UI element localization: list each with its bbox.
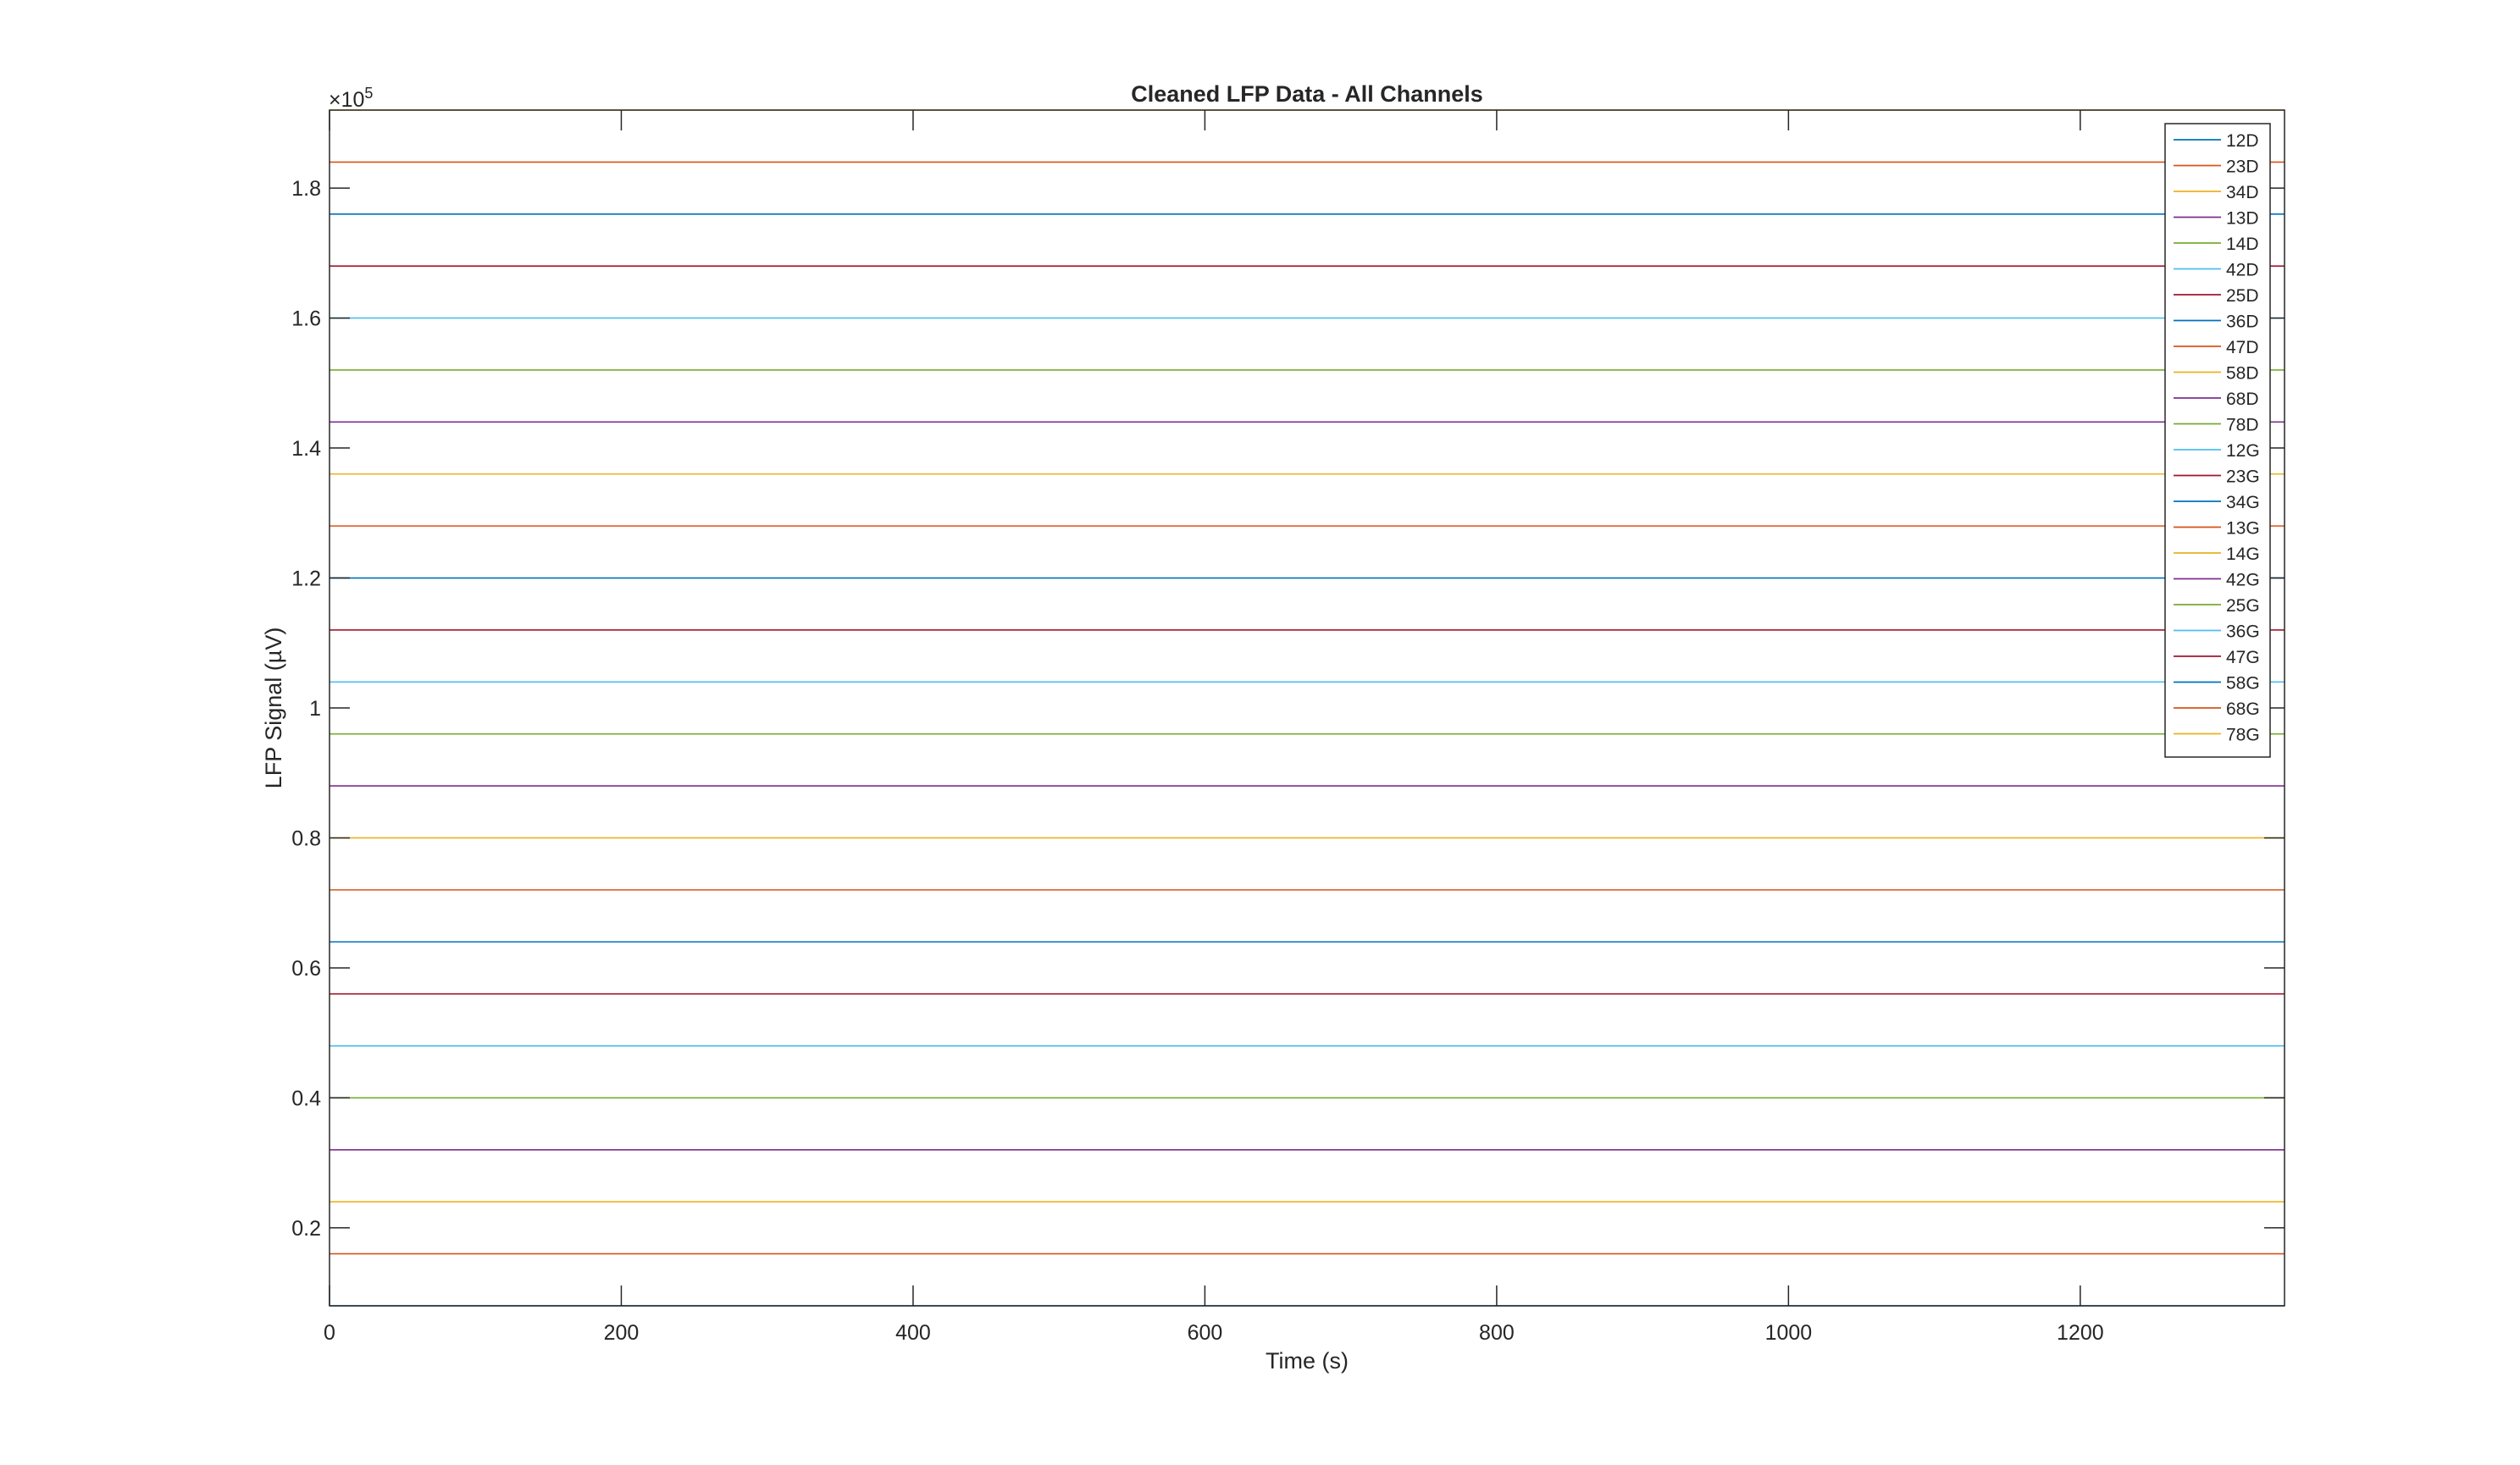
legend-item-58d[interactable]: 58D [2174,364,2259,384]
series-layer [330,109,2285,1307]
x-tick-label: 200 [604,1321,640,1345]
plot-area: 0 200 400 600 800 1000 1200 0.2 0.4 0.6 0.8 1 1.2 1.… [291,109,2285,1345]
legend-label: 42G [2226,571,2260,590]
legend-label: 23G [2226,467,2260,487]
legend-item-42g[interactable]: 42G [2174,571,2260,590]
legend-label: 25D [2226,286,2259,306]
legend-item-68d[interactable]: 68D [2174,390,2259,409]
legend-label: 14D [2226,235,2259,254]
y-tick-label: 0.8 [291,826,321,850]
legend-item-13d[interactable]: 13D [2174,209,2259,229]
legend-label: 25G [2226,596,2260,616]
x-tick-label: 1200 [2057,1321,2104,1345]
legend-label: 36D [2226,312,2259,332]
legend-item-78g[interactable]: 78G [2174,726,2260,745]
legend-item-14g[interactable]: 14G [2174,545,2260,564]
legend-label: 68D [2226,390,2259,409]
y-tick-label: 1.4 [291,437,321,461]
legend-label: 78D [2226,416,2259,435]
legend-item-42d[interactable]: 42D [2174,261,2259,280]
legend-item-25d[interactable]: 25D [2174,286,2259,306]
y-tick-label: 1 [309,697,321,721]
legend-label: 58G [2226,674,2260,694]
x-tick-label: 0 [324,1321,335,1345]
y-axis-label: LFP Signal (µV) [261,627,286,789]
legend-label: 34G [2226,493,2260,512]
legend-item-14d[interactable]: 14D [2174,235,2259,254]
y-axis-exponent-base: ×10 [329,88,364,112]
x-axis: 0 200 400 600 800 1000 1200 [324,110,2104,1345]
y-tick-label: 1.2 [291,567,321,591]
legend-item-23g[interactable]: 23G [2174,467,2260,487]
x-tick-label: 1000 [1765,1321,1813,1345]
legend-label: 13D [2226,209,2259,229]
legend-label: 78G [2226,726,2260,745]
legend-item-25g[interactable]: 25G [2174,596,2260,616]
y-tick-label: 1.6 [291,307,321,331]
legend-label: 42D [2226,261,2259,280]
legend-item-23d[interactable]: 23D [2174,158,2259,177]
legend-label: 47G [2226,648,2260,667]
y-axis: 0.2 0.4 0.6 0.8 1 1.2 1.4 1.6 1.8 [291,177,2285,1241]
x-axis-label: Time (s) [1266,1348,1349,1374]
y-axis-exponent-power: 5 [364,85,373,102]
legend-box [2164,123,2271,758]
x-tick-label: 600 [1188,1321,1223,1345]
legend-item-68g[interactable]: 68G [2174,699,2260,719]
legend-label: 12D [2226,131,2259,151]
legend-item-12g[interactable]: 12G [2174,441,2260,461]
y-tick-label: 1.8 [291,177,321,201]
legend-item-78d[interactable]: 78D [2174,416,2259,435]
legend-item-47d[interactable]: 47D [2174,338,2259,357]
legend-item-36g[interactable]: 36G [2174,622,2260,642]
legend[interactable]: 12D 23D 34D 13D 14D 42D 25D 36D 47D 58D 68D 78D 12G 2… [2164,123,2271,758]
legend-label: 36G [2226,622,2260,642]
legend-item-34d[interactable]: 34D [2174,183,2259,202]
y-tick-label: 0.4 [291,1086,321,1110]
x-tick-label: 800 [1479,1321,1515,1345]
legend-item-13g[interactable]: 13G [2174,519,2260,539]
legend-item-12d[interactable]: 12D [2174,131,2259,151]
legend-label: 23D [2226,158,2259,177]
legend-label: 68G [2226,699,2260,719]
y-tick-label: 0.6 [291,957,321,981]
x-tick-label: 400 [895,1321,931,1345]
chart-title: Cleaned LFP Data - All Channels [1131,81,1483,107]
legend-label: 12G [2226,441,2260,461]
legend-item-58g[interactable]: 58G [2174,674,2260,694]
legend-item-34g[interactable]: 34G [2174,493,2260,512]
legend-label: 14G [2226,545,2260,564]
y-tick-label: 0.2 [291,1217,321,1241]
legend-label: 47D [2226,338,2259,357]
legend-item-47g[interactable]: 47G [2174,648,2260,667]
y-axis-exponent: ×105 [329,85,373,112]
legend-label: 58D [2226,364,2259,384]
legend-label: 13G [2226,519,2260,539]
legend-item-36d[interactable]: 36D [2174,312,2259,332]
legend-label: 34D [2226,183,2259,202]
